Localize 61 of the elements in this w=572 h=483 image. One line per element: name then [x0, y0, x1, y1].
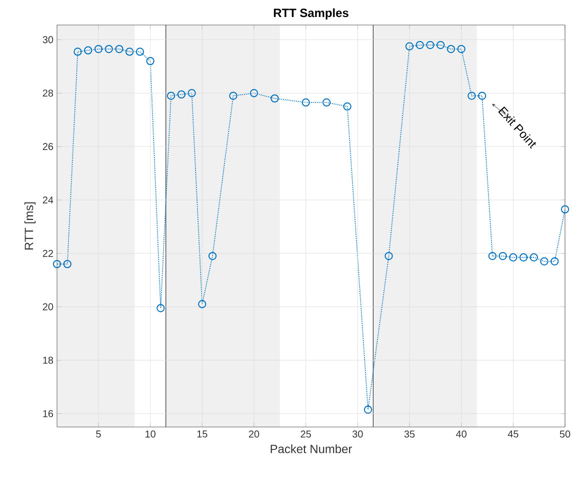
- point: [426, 40, 434, 50]
- point: [436, 40, 445, 50]
- point: [509, 253, 518, 262]
- point: [156, 304, 165, 312]
- point: [343, 102, 352, 111]
- point: [104, 44, 113, 54]
- point: [74, 48, 82, 56]
- x-tick-label: 40: [456, 430, 466, 438]
- point: [125, 48, 134, 56]
- x-tick-label: 35: [404, 430, 415, 438]
- y-axis-title: RTT [ms]: [24, 202, 36, 250]
- x-tick-label: 50: [560, 430, 570, 438]
- y-tick-label: 26: [42, 143, 54, 150]
- point: [146, 56, 154, 66]
- x-tick-label: 10: [146, 430, 156, 438]
- point: [198, 300, 206, 308]
- point: [322, 98, 331, 107]
- point: [478, 92, 486, 100]
- point: [468, 92, 476, 100]
- point: [270, 94, 279, 103]
- point: [177, 90, 186, 99]
- point: [166, 92, 176, 100]
- point: [115, 44, 124, 54]
- point: [416, 40, 424, 50]
- point: [540, 257, 548, 266]
- y-tick-label: 16: [43, 410, 54, 418]
- point: [550, 257, 559, 266]
- x-tick-label: 20: [248, 430, 260, 438]
- point: [52, 260, 62, 268]
- point: [188, 89, 196, 98]
- point: [94, 44, 103, 54]
- point: [405, 42, 414, 50]
- point: [63, 260, 72, 268]
- x-tick-label: 25: [300, 430, 311, 438]
- y-tick-label: 22: [42, 250, 53, 257]
- y-tick-label: 20: [42, 303, 54, 310]
- point: [364, 406, 372, 414]
- point: [84, 46, 92, 54]
- point: [519, 253, 528, 262]
- y-tick-label: 24: [42, 196, 54, 204]
- point: [498, 252, 507, 260]
- point: [136, 48, 144, 56]
- x-tick-label: 45: [508, 430, 518, 438]
- point: [457, 44, 466, 54]
- y-tick-label: 18: [43, 356, 54, 364]
- point: [530, 253, 538, 262]
- point: [229, 92, 238, 100]
- chart-title: RTT Samples: [274, 8, 348, 20]
- x-tick-label: 5: [96, 430, 101, 438]
- point: [446, 44, 456, 54]
- x-tick-label: 15: [197, 430, 208, 438]
- point: [560, 205, 570, 214]
- point: [250, 89, 258, 98]
- x-tick-label: 30: [352, 430, 363, 438]
- point: [302, 98, 310, 107]
- point: [488, 252, 497, 260]
- y-tick-label: 28: [42, 90, 54, 97]
- x-axis-title: Packet Number: [270, 444, 352, 454]
- point: [208, 252, 217, 260]
- y-tick-label: 30: [42, 36, 54, 44]
- point: [384, 252, 393, 260]
